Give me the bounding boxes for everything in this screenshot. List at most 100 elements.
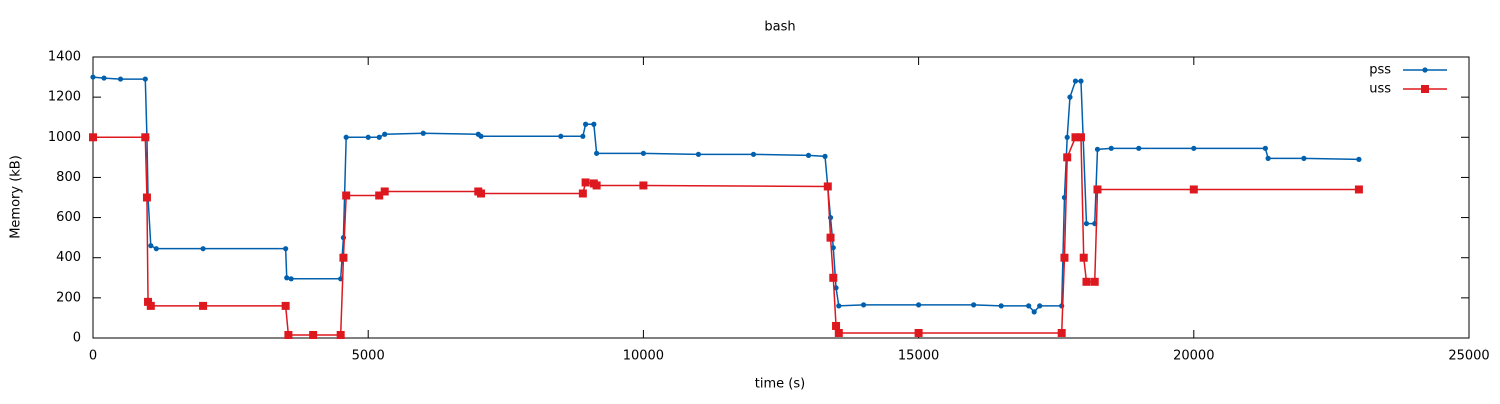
point [153,246,159,252]
point [1094,146,1101,152]
point [342,191,351,200]
point [382,131,388,137]
point [639,181,648,190]
point [834,328,843,337]
point [1026,303,1032,309]
point [1301,155,1307,161]
point [578,189,587,198]
point [592,181,601,190]
point [1071,133,1080,142]
x-tick-label: 0 [89,349,97,364]
point [1064,134,1070,140]
point [583,121,589,127]
point [1083,220,1090,227]
point [148,243,154,249]
point [833,285,839,291]
point [478,133,484,139]
point [288,276,294,282]
point [558,133,564,139]
point [477,189,486,198]
point [591,121,597,127]
point [594,150,600,156]
point [309,330,318,339]
point [1057,328,1066,337]
chart-title: bash [764,20,795,35]
legend-marker [1422,67,1428,73]
point [860,302,867,308]
point [1076,133,1085,142]
point [343,134,349,140]
point [998,303,1004,309]
y-axis-label: Memory (kB) [9,155,24,239]
point [141,133,150,142]
point [283,246,289,252]
point [1090,277,1099,286]
x-tick-label: 25000 [1448,349,1489,364]
point [1078,78,1084,84]
point [380,187,389,196]
y-tick-label: 800 [56,170,81,185]
legend-label: pss [1369,63,1391,78]
point [1108,145,1114,151]
point [1059,303,1065,309]
point [1354,185,1363,194]
y-tick-label: 1000 [48,130,81,145]
legend-label: uss [1369,82,1391,97]
point [89,133,97,142]
point [1262,145,1268,151]
point [1063,153,1072,162]
point [695,151,702,157]
point [281,301,290,310]
point [580,133,586,139]
point [146,301,155,310]
point [1031,309,1037,315]
y-tick-label: 1400 [48,50,81,65]
point [1037,303,1043,309]
point [339,253,348,262]
plot-border [92,56,1470,339]
point [375,191,384,200]
point [200,246,206,252]
point [1356,156,1362,162]
point [805,152,812,158]
point [826,233,835,242]
point [1191,145,1197,151]
point [340,235,347,241]
point [1189,185,1198,194]
series-line [92,76,1359,314]
y-tick-label: 600 [56,210,81,225]
point [1072,78,1079,84]
point [750,151,757,157]
y-tick-label: 200 [56,290,81,305]
point [199,301,208,310]
x-axis-label: time (s) [755,377,805,392]
point [142,193,151,202]
y-tick-label: 1200 [48,90,81,105]
point [101,75,107,81]
point [1136,145,1142,151]
y-tick-label: 0 [73,331,81,346]
point [117,76,124,82]
point [365,134,371,140]
point [144,297,153,306]
point [1067,94,1073,100]
point [1265,155,1271,161]
point [420,130,426,136]
x-tick-label: 20000 [1173,349,1214,364]
y-tick-label: 400 [56,250,81,265]
point [640,150,647,156]
x-tick-label: 10000 [623,349,664,364]
point [581,178,590,187]
legend-marker [1421,85,1429,93]
point [336,330,345,339]
point [822,153,828,159]
point [284,275,290,281]
point [1079,253,1088,262]
point [832,321,841,330]
point [971,302,977,308]
point [916,302,922,308]
point [1093,185,1102,194]
point [823,182,832,191]
point [1082,277,1091,286]
